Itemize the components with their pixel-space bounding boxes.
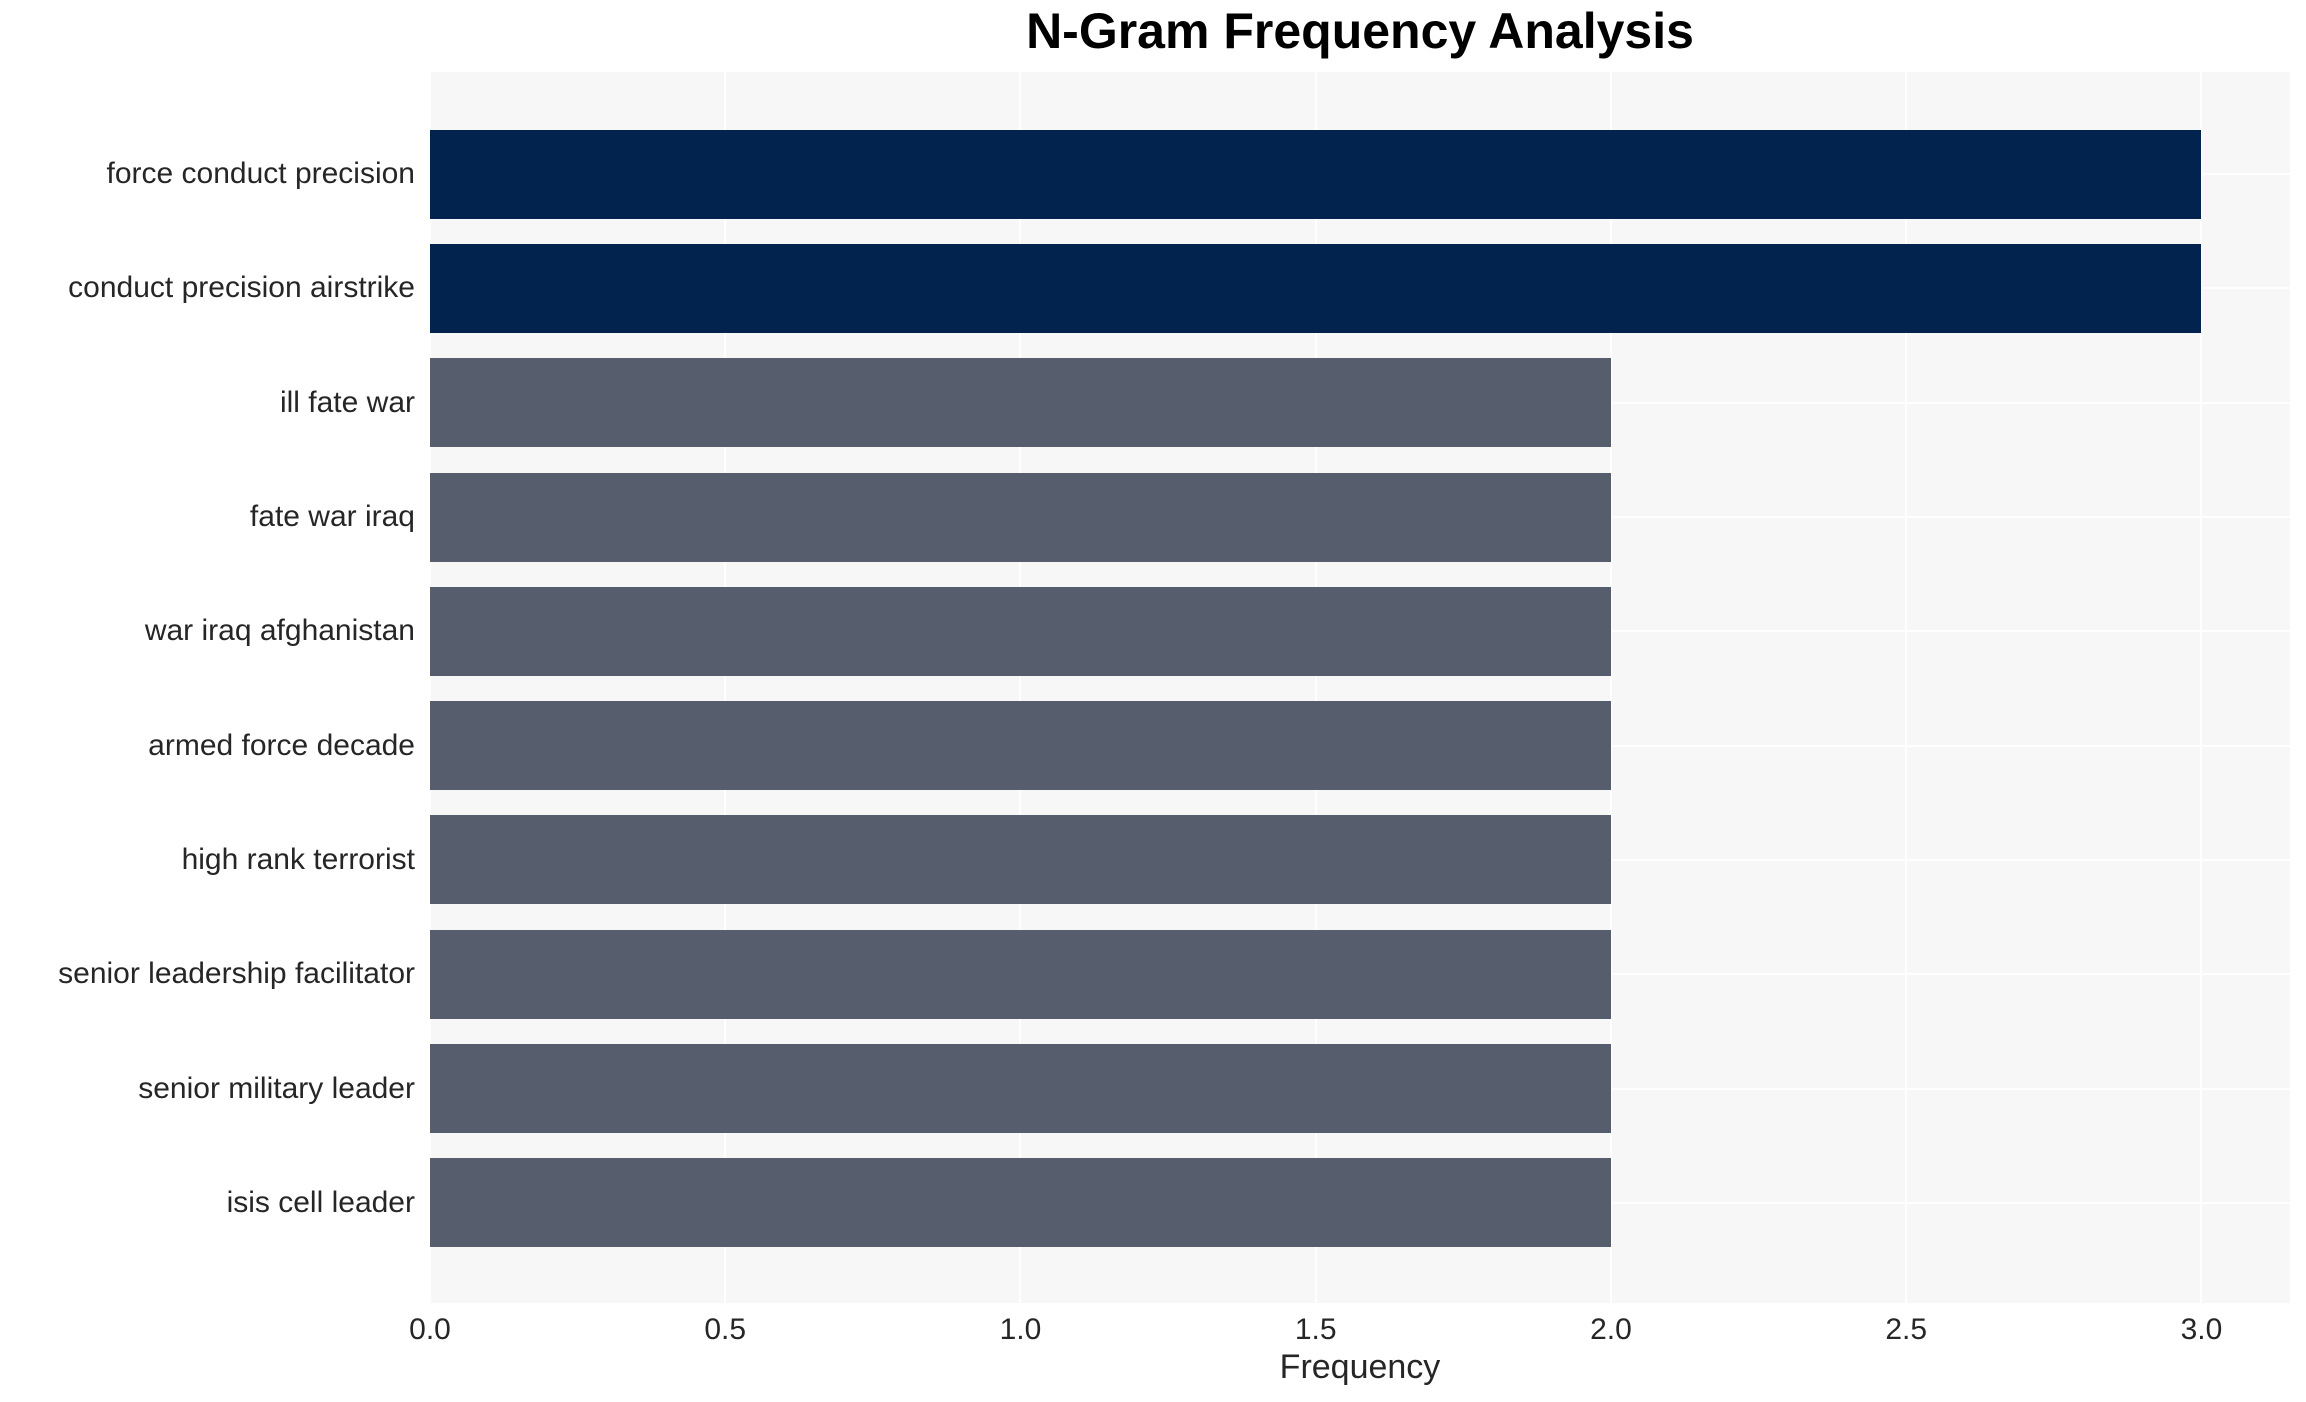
v-gridline (1019, 72, 1022, 1303)
y-category-label: war iraq afghanistan (144, 614, 415, 648)
frequency-bar (430, 701, 1611, 791)
bar-row (430, 803, 2290, 917)
y-category-label: senior leadership facilitator (58, 957, 415, 991)
x-tick-label: 3.0 (2180, 1313, 2223, 1346)
bar-row (430, 231, 2290, 345)
v-gridline (2200, 72, 2203, 1303)
v-gridline (1609, 72, 1612, 1303)
x-tick-label: 1.5 (1294, 1313, 1337, 1346)
frequency-bar (430, 472, 1611, 562)
frequency-bar (430, 1158, 1611, 1248)
frequency-bar (430, 815, 1611, 905)
plot-area (429, 72, 2290, 1303)
y-category-label: isis cell leader (226, 1185, 415, 1219)
bar-row (430, 917, 2290, 1031)
bar-row (430, 460, 2290, 574)
bar-rows (430, 72, 2290, 1303)
bar-row (430, 1146, 2290, 1260)
bar-row (430, 1031, 2290, 1145)
bar-row (430, 574, 2290, 688)
y-category-label: conduct precision airstrike (68, 271, 415, 305)
v-gridline (724, 72, 727, 1303)
y-category-label: high rank terrorist (181, 842, 415, 876)
frequency-bar (430, 929, 1611, 1019)
x-axis-ticks: 0.0 0.5 1.0 1.5 2.0 2.5 3.0 (409, 1303, 2290, 1349)
v-gridline (1905, 72, 1908, 1303)
chart-title: N-Gram Frequency Analysis (1026, 3, 1694, 59)
x-axis-label: Frequency (1279, 1348, 1441, 1386)
y-category-label: ill fate war (279, 385, 415, 419)
x-tick-label: 2.0 (1590, 1313, 1632, 1346)
y-category-label: armed force decade (148, 728, 415, 762)
x-tick-label: 0.0 (409, 1313, 451, 1346)
x-tick-label: 1.0 (999, 1313, 1042, 1346)
bar-row (430, 117, 2290, 231)
y-category-label: force conduct precision (106, 157, 416, 191)
bar-row (430, 346, 2290, 460)
x-tick-label: 0.5 (704, 1313, 747, 1346)
y-axis-labels: force conduct precision conduct precision… (0, 72, 415, 1303)
frequency-bar (430, 129, 2202, 219)
y-category-label: senior military leader (138, 1071, 415, 1105)
x-tick-label: 2.5 (1885, 1313, 1928, 1346)
bar-row (430, 688, 2290, 802)
v-gridline (1314, 72, 1317, 1303)
frequency-bar (430, 243, 2202, 333)
frequency-bar (430, 586, 1611, 676)
frequency-bar (430, 358, 1611, 448)
v-gridline (429, 72, 431, 1303)
y-category-label: fate war iraq (249, 500, 415, 534)
frequency-bar (430, 1044, 1611, 1134)
